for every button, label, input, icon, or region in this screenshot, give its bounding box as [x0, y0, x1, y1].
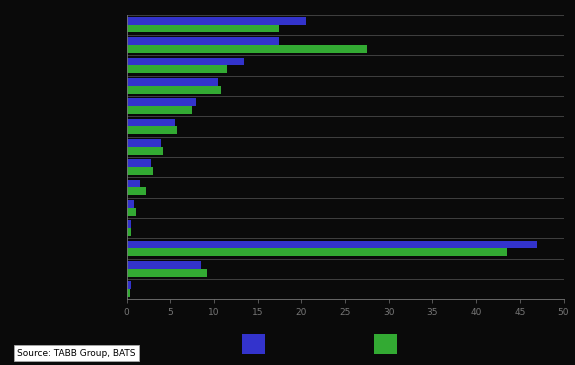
Bar — [126, 126, 177, 134]
Bar — [126, 241, 537, 249]
Bar — [126, 228, 131, 236]
Bar — [126, 249, 507, 256]
Bar — [126, 200, 135, 208]
Bar — [126, 106, 192, 114]
Text: Source: TABB Group, BATS: Source: TABB Group, BATS — [17, 349, 136, 358]
Bar — [126, 269, 207, 277]
Bar — [126, 119, 175, 126]
Bar — [126, 17, 306, 25]
Bar — [126, 220, 131, 228]
Bar — [126, 188, 145, 195]
Bar — [126, 147, 163, 154]
Bar — [126, 65, 227, 73]
Bar — [126, 180, 140, 188]
Bar — [126, 261, 201, 269]
Bar — [126, 86, 221, 93]
Bar — [126, 208, 136, 215]
Bar — [126, 58, 244, 65]
Bar — [126, 37, 279, 45]
FancyBboxPatch shape — [242, 334, 264, 354]
Bar — [126, 78, 218, 86]
Bar — [126, 167, 153, 175]
Bar — [126, 45, 367, 53]
Bar — [126, 139, 162, 147]
Bar — [126, 99, 197, 106]
Bar — [126, 160, 151, 167]
Bar — [126, 25, 279, 32]
FancyBboxPatch shape — [374, 334, 397, 354]
Bar — [126, 289, 130, 297]
Bar — [126, 281, 131, 289]
